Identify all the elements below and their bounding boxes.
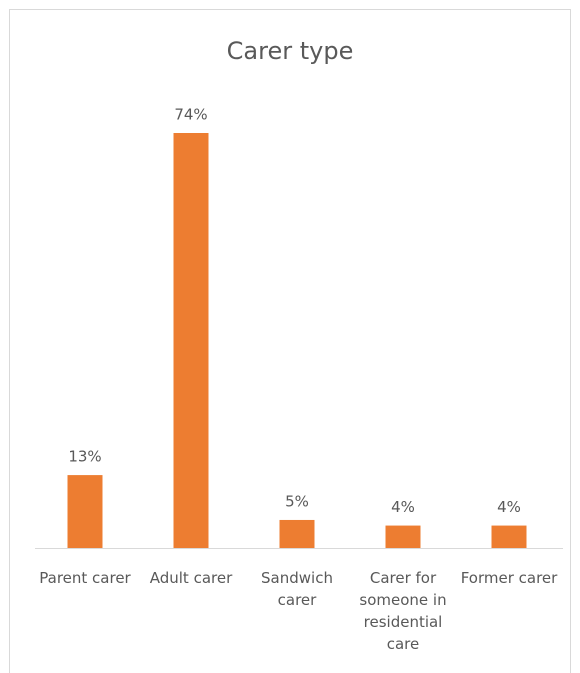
data-label: 5%: [285, 492, 309, 510]
chart-border: [9, 9, 571, 673]
data-label: 4%: [497, 498, 521, 516]
bar: [279, 519, 315, 548]
x-tick-label: Parent carer: [39, 569, 131, 587]
data-label: 74%: [174, 106, 207, 124]
x-tick-label: Adult carer: [149, 569, 233, 587]
data-label: 13%: [68, 448, 101, 466]
chart-title: Carer type: [227, 37, 354, 65]
x-tick-label: Sandwich carer: [261, 569, 333, 609]
bar: [385, 525, 421, 548]
data-label: 4%: [391, 498, 415, 516]
bar: [173, 133, 209, 548]
x-tick-label: Former carer: [460, 569, 558, 587]
bar: [67, 475, 103, 548]
x-tick-label: Carer for someone in residential care: [359, 569, 447, 653]
bar: [491, 525, 527, 548]
